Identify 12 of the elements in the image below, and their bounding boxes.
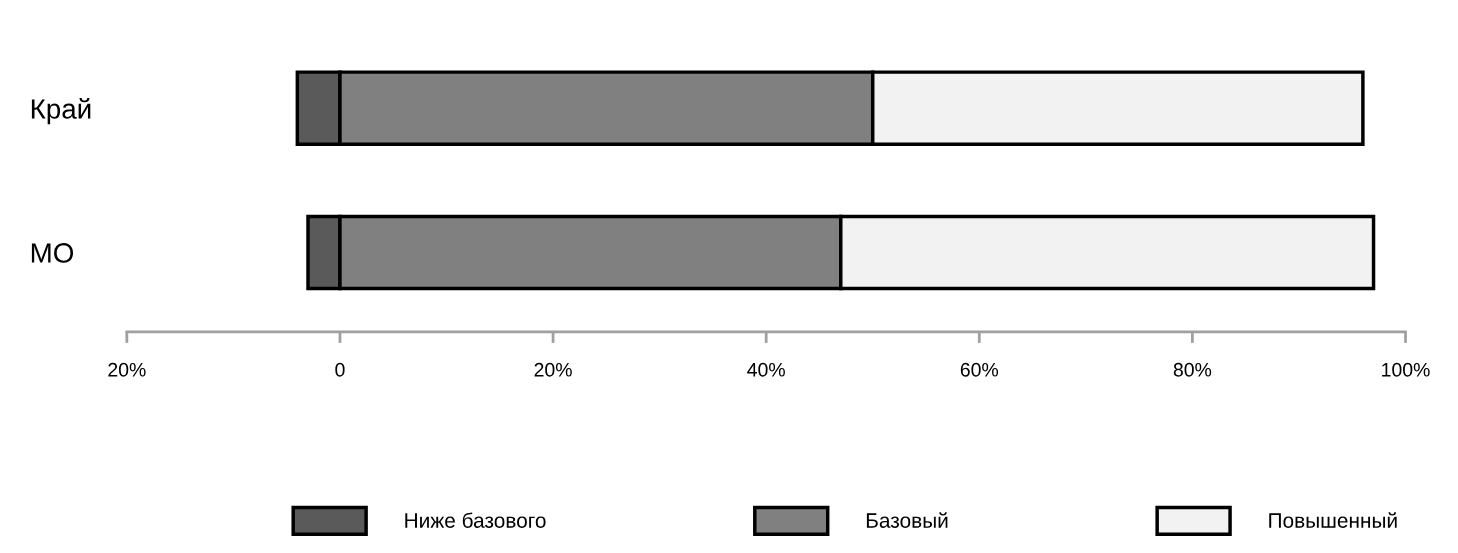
x-tick-label: 100%: [1382, 362, 1430, 377]
x-tick-label: 60%: [960, 362, 999, 377]
legend-label: Повышенный: [1269, 512, 1397, 528]
y-tick-label: Край: [31, 97, 91, 125]
x-tick-label: 0: [335, 362, 345, 377]
y-tick-label: МО: [31, 243, 74, 263]
x-tick-label: 20%: [108, 362, 146, 377]
x-tick-label: 80%: [1173, 362, 1212, 377]
x-tick-label: 20%: [534, 362, 572, 377]
legend-label: Базовый: [866, 512, 948, 528]
legend-label: Ниже базового: [405, 512, 546, 528]
x-tick-label: 40%: [747, 362, 785, 377]
